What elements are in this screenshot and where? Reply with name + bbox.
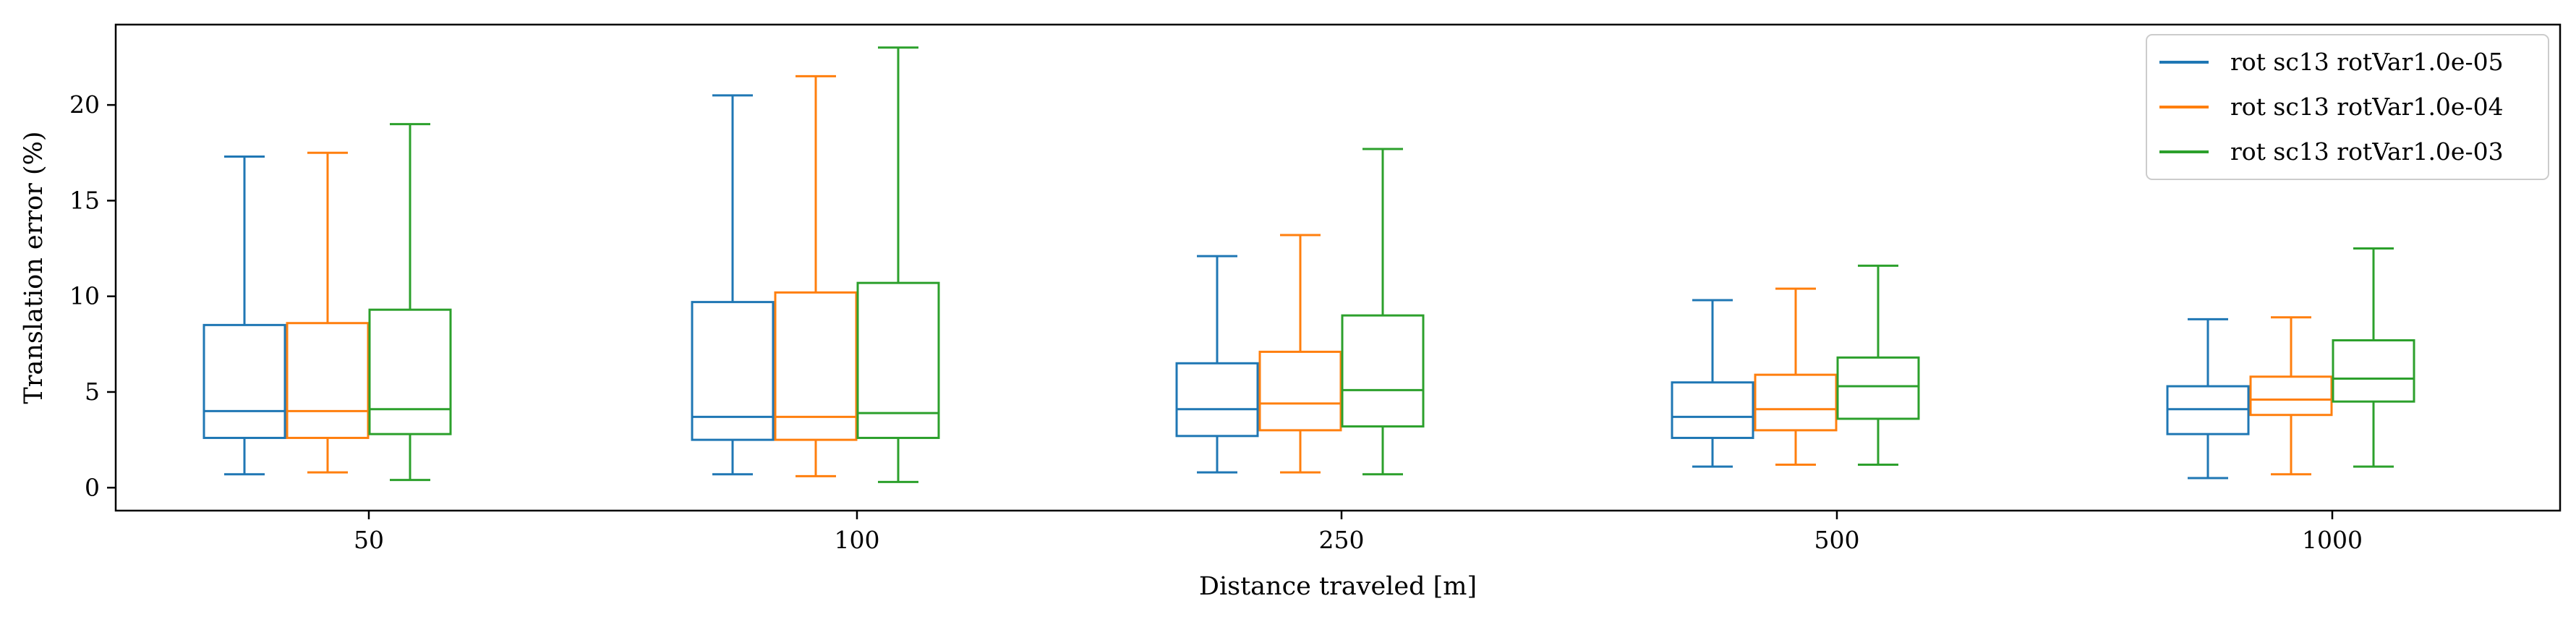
box-1-1 bbox=[774, 74, 858, 477]
box-1-3 bbox=[1754, 287, 1838, 466]
iqr-box bbox=[1836, 356, 1920, 420]
legend-frame bbox=[2146, 34, 2549, 180]
y-tick-label: 10 bbox=[69, 282, 100, 310]
x-tick-label: 50 bbox=[354, 526, 384, 554]
y-tick-label: 0 bbox=[85, 473, 100, 501]
box-1-0 bbox=[286, 151, 370, 474]
legend: rot sc13 rotVar1.0e-05 rot sc13 rotVar1.0… bbox=[2146, 34, 2549, 180]
box-0-2 bbox=[1175, 255, 1259, 474]
y-axis-label: Translation error (%) bbox=[20, 131, 48, 404]
iqr-box bbox=[1175, 362, 1259, 438]
legend-entry-label: rot sc13 rotVar1.0e-05 bbox=[2230, 48, 2504, 76]
y-tick-label: 20 bbox=[69, 90, 100, 119]
legend-entry-label: rot sc13 rotVar1.0e-04 bbox=[2230, 93, 2504, 121]
box-2-2 bbox=[1341, 148, 1425, 476]
box-0-3 bbox=[1671, 299, 1754, 468]
plot-area-frame bbox=[114, 23, 2562, 512]
iqr-box bbox=[2332, 339, 2415, 403]
box-0-1 bbox=[691, 94, 775, 476]
x-axis: 50 100 250 500 1000 bbox=[354, 511, 2363, 554]
iqr-box bbox=[1754, 373, 1838, 432]
box-0-4 bbox=[2166, 318, 2250, 480]
iqr-box bbox=[368, 308, 452, 435]
iqr-box bbox=[1258, 350, 1342, 432]
iqr-box bbox=[691, 301, 775, 441]
iqr-box bbox=[202, 323, 286, 439]
iqr-box bbox=[774, 291, 858, 441]
iqr-box bbox=[2249, 375, 2333, 417]
box-0-0 bbox=[202, 156, 286, 476]
box-2-3 bbox=[1836, 264, 1920, 466]
legend-entry-label: rot sc13 rotVar1.0e-03 bbox=[2230, 137, 2504, 166]
box-1-2 bbox=[1258, 234, 1342, 474]
x-tick-label: 100 bbox=[835, 526, 880, 554]
iqr-box bbox=[856, 281, 940, 439]
iqr-box bbox=[286, 322, 370, 439]
x-tick-label: 250 bbox=[1319, 526, 1365, 554]
box-2-0 bbox=[368, 123, 452, 482]
box-2-1 bbox=[856, 46, 940, 483]
y-tick-label: 15 bbox=[69, 186, 100, 214]
x-tick-label: 500 bbox=[1814, 526, 1860, 554]
x-axis-label: Distance traveled [m] bbox=[1199, 572, 1477, 601]
iqr-box bbox=[1671, 381, 1754, 439]
x-tick-label: 1000 bbox=[2302, 526, 2363, 554]
iqr-box bbox=[1341, 314, 1425, 428]
box-2-4 bbox=[2332, 247, 2415, 468]
box-1-4 bbox=[2249, 316, 2333, 476]
y-tick-label: 5 bbox=[85, 378, 100, 406]
y-axis: 0 5 10 15 20 bbox=[69, 90, 116, 501]
boxes-layer bbox=[202, 46, 2415, 483]
